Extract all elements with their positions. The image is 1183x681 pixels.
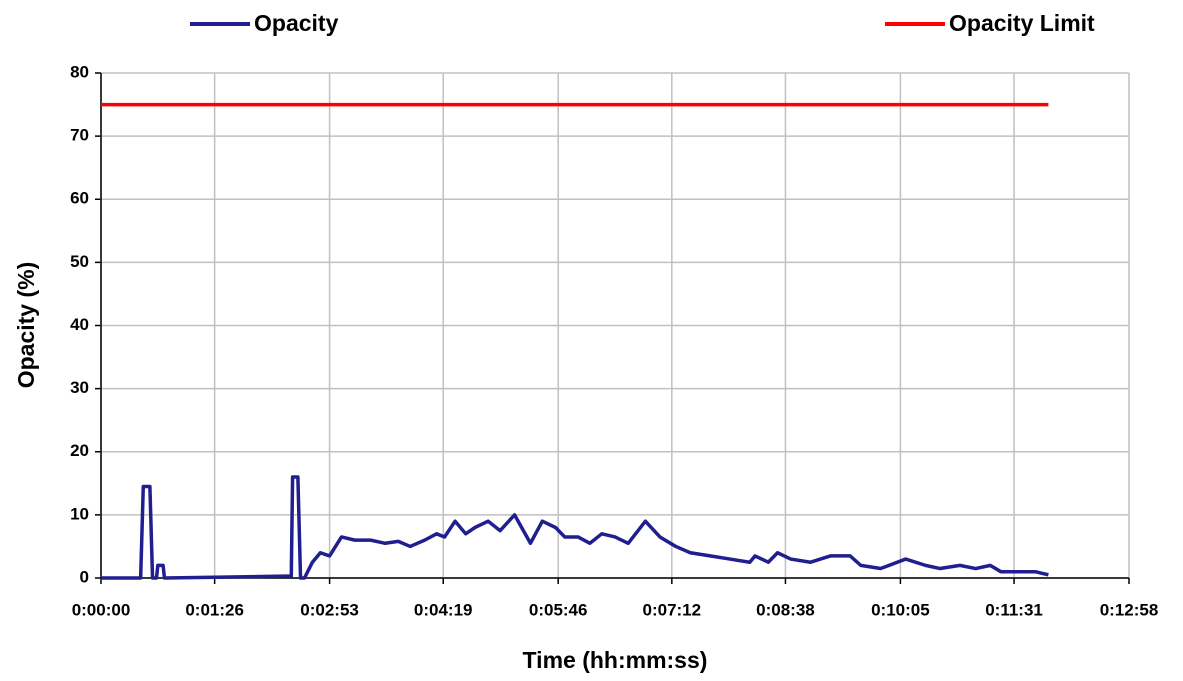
x-tick-label: 0:08:38	[756, 600, 815, 619]
x-tick-label: 0:01:26	[185, 600, 244, 619]
y-tick-label: 50	[70, 252, 89, 271]
y-tick-label: 70	[70, 126, 89, 145]
x-tick-label: 0:02:53	[300, 600, 359, 619]
legend-label: Opacity	[254, 10, 339, 36]
x-axis-title: Time (hh:mm:ss)	[523, 647, 708, 673]
x-tick-label: 0:10:05	[871, 600, 930, 619]
x-tick-label: 0:04:19	[414, 600, 473, 619]
y-tick-label: 40	[70, 315, 89, 334]
y-tick-label: 20	[70, 441, 89, 460]
y-tick-label: 80	[70, 62, 89, 81]
x-tick-label: 0:05:46	[529, 600, 588, 619]
x-tick-label: 0:00:00	[72, 600, 131, 619]
y-tick-label: 10	[70, 504, 89, 523]
y-tick-label: 60	[70, 189, 89, 208]
y-tick-label: 0	[80, 567, 89, 586]
x-tick-label: 0:07:12	[643, 600, 702, 619]
y-tick-label: 30	[70, 378, 89, 397]
x-tick-label: 0:11:31	[985, 600, 1043, 619]
legend-label: Opacity Limit	[949, 10, 1095, 36]
y-axis-title: Opacity (%)	[13, 262, 39, 389]
line-series	[101, 475, 1049, 580]
x-tick-label: 0:12:58	[1100, 600, 1159, 619]
